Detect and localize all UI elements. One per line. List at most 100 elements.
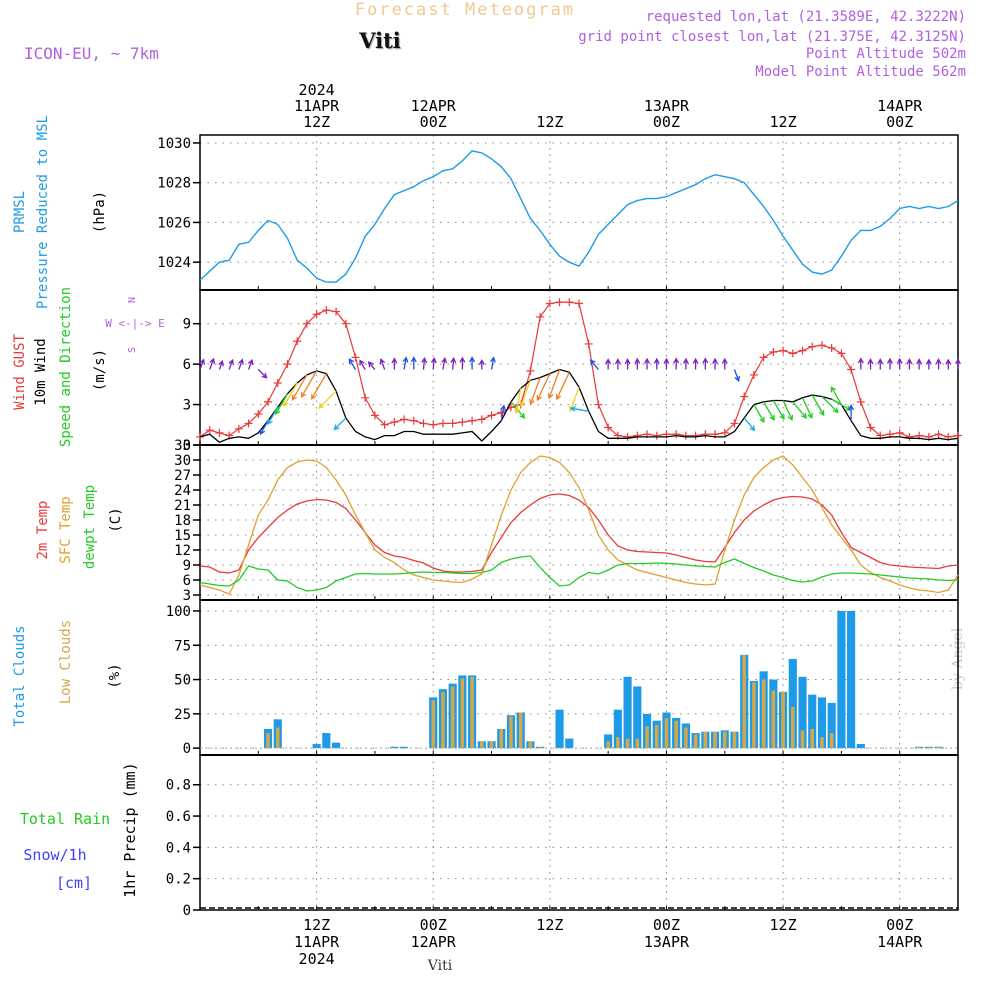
- wind-arrow: [590, 359, 599, 370]
- model-point-altitude: Model Point Altitude 562m: [755, 64, 966, 80]
- low-cloud-bar: [489, 741, 494, 749]
- low-cloud-bar: [635, 738, 640, 749]
- precip-ytick-label: 0.2: [166, 872, 191, 888]
- gust-point: [740, 392, 749, 401]
- precip-ytick-label: 0: [183, 903, 191, 919]
- compass-north: N: [127, 297, 138, 303]
- gust-point: [575, 299, 583, 308]
- wind-arrow-head: [421, 357, 428, 364]
- wind-arrow: [452, 358, 455, 370]
- wind-ytick-label: 3: [183, 398, 191, 414]
- precip-ytick-label: 0.4: [166, 840, 191, 856]
- location-name: Viti: [359, 28, 401, 53]
- low-cloud-bar: [654, 724, 659, 749]
- wind-arrow-head: [459, 356, 466, 363]
- gust-point: [351, 353, 360, 362]
- gust-point: [341, 319, 350, 328]
- temperature-ytick-label: 6: [183, 573, 191, 589]
- temperature-ytick-label: 12: [174, 543, 191, 559]
- wind-arrow-head: [441, 357, 448, 364]
- wind-label: 10m Wind: [33, 338, 49, 405]
- wind-unit-label: (m/s): [92, 349, 108, 391]
- wind-arrow-head: [644, 357, 650, 364]
- pressure-panel: 1024 1026 1028 1030: [157, 134, 959, 291]
- bottom-time-label: 2024: [299, 950, 335, 968]
- wind-arrow: [247, 359, 253, 370]
- gust-point: [672, 430, 681, 439]
- gust-point: [283, 360, 292, 369]
- precip-frame: [199, 754, 959, 911]
- top-time-label: 13APR: [644, 97, 690, 115]
- top-time-label: 14APR: [877, 97, 923, 115]
- gust-point: [370, 411, 379, 420]
- pressure-line: [199, 150, 959, 283]
- page-title: Forecast Meteogram: [354, 0, 576, 20]
- low-cloud-bar: [723, 731, 727, 749]
- wind-arrow-head: [887, 357, 893, 364]
- wind-arrow-head: [218, 359, 224, 367]
- wind-arrow: [529, 377, 541, 405]
- low-cloud-bar: [606, 741, 610, 749]
- gust-point: [837, 349, 846, 358]
- temperature-frame: [199, 444, 959, 601]
- low-cloud-bar: [645, 726, 649, 749]
- total-cloud-bar: [399, 746, 409, 749]
- wind-arrow-head: [653, 357, 660, 364]
- gust-label: Wind GUST: [12, 334, 28, 410]
- wind-arrow-head: [209, 357, 215, 365]
- wind-arrow: [811, 394, 825, 416]
- wind-arrow-head: [318, 403, 325, 410]
- gust-point: [400, 415, 409, 424]
- total-cloud-bar: [390, 746, 399, 749]
- gust-point: [361, 393, 370, 402]
- low-cloud-bar: [917, 746, 921, 749]
- footer-location: Viti: [427, 958, 453, 974]
- wind-arrow: [380, 359, 386, 370]
- gust-point: [555, 298, 564, 307]
- gust-point: [623, 432, 632, 441]
- wind-arrow-head: [734, 375, 740, 383]
- low-cloud-bar: [684, 727, 688, 749]
- wind-arrow: [442, 358, 446, 370]
- total-cloud-bar: [856, 744, 865, 749]
- precip-unit-label: 1hr Precip (mm): [121, 762, 139, 897]
- wind-arrow: [500, 405, 505, 421]
- low-cloud-bar: [936, 746, 941, 749]
- bottom-time-label: 12Z: [536, 916, 563, 934]
- low-cloud-bar: [800, 730, 805, 749]
- gust-point: [759, 353, 768, 362]
- temp-line-1: [199, 455, 959, 595]
- temperature-ytick-label: 33: [174, 438, 191, 454]
- wind-arrow-head: [807, 412, 813, 419]
- bottom-time-label: 12APR: [411, 933, 457, 951]
- precip-panel: 0 0.2 0.4 0.6 0.8: [166, 754, 959, 919]
- wind-arrow-head: [801, 412, 808, 419]
- temp-unit-label: (C): [108, 507, 124, 532]
- precip-ytick-label: 0.6: [166, 809, 191, 825]
- low-cloud-bar: [829, 733, 834, 749]
- bottom-time-label: 12Z: [770, 916, 797, 934]
- wind-ytick-label: 9: [183, 317, 191, 333]
- wind-arrow: [311, 373, 327, 400]
- wind-arrow-head: [832, 407, 839, 414]
- wind-arrow: [228, 359, 234, 370]
- gust-point: [293, 337, 302, 346]
- gust-point: [749, 370, 758, 379]
- wind-arrow-head: [819, 409, 825, 417]
- low-cloud-bar: [664, 717, 669, 749]
- wind-arrow: [422, 358, 426, 370]
- total-cloud-bar: [555, 709, 564, 749]
- gust-point: [322, 306, 331, 315]
- wind-arrow-head: [906, 358, 913, 365]
- gust-point: [380, 420, 389, 429]
- grid-point-location: grid point closest lon,lat (21.375E, 42.…: [578, 29, 966, 45]
- bottom-time-label: 13APR: [644, 933, 690, 951]
- gust-point: [448, 419, 457, 428]
- low-cloud-label: Low Clouds: [58, 620, 74, 704]
- gust-point: [779, 346, 788, 355]
- gust-point: [565, 298, 574, 307]
- bottom-time-label: 14APR: [877, 933, 923, 951]
- clouds-ytick-label: 100: [166, 604, 191, 620]
- wind-arrow: [792, 401, 807, 419]
